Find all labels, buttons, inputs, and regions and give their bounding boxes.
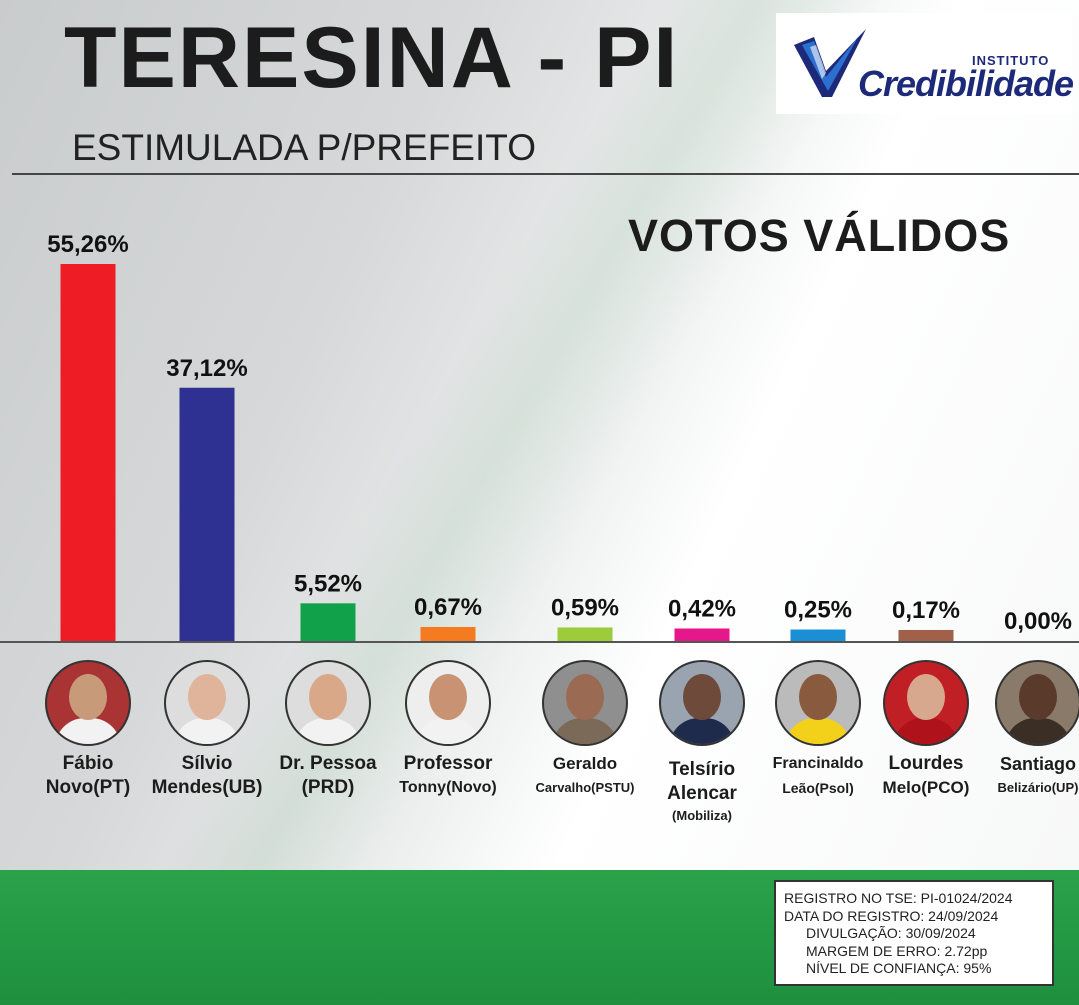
chart-title: VOTOS VÁLIDOS [628,210,1011,261]
candidate-item: Telsírio Alencar (Mobiliza) [638,660,766,823]
bar-value-label: 0,59% [551,594,619,621]
candidate-photo [164,660,250,746]
candidate-last-name: Carvalho(PSTU) [535,780,635,795]
candidate-first-name: Dr. Pessoa [279,753,377,774]
candidate-first-name: Geraldo [552,754,618,773]
candidate-last-name: Alencar [667,783,737,804]
photo-head [566,674,604,720]
candidate-item: Lourdes Melo(PCO) [862,660,990,800]
candidate-first-name: Lourdes [888,753,964,774]
candidate-last-name: Belizário(UP) [997,780,1079,795]
bar-chart: 55,26% 37,12% 5,52% 0,67% 0,59% 0,42% 0,25% 0,1… [47,231,1072,641]
bar-8 [898,629,954,641]
candidate-photo [285,660,371,746]
photo-head [309,674,347,720]
photo-head [1019,674,1057,720]
confidence-level-line: NÍVEL DE CONFIANÇA: 95% [806,960,992,976]
bar-4 [420,626,476,641]
candidate-item: Sílvio Mendes(UB) [143,660,271,800]
candidate-photo [775,660,861,746]
bar-value-label: 0,17% [892,597,960,624]
bar-value-label: 55,26% [47,231,128,258]
bar-value-label: 37,12% [166,355,247,382]
photo-head [799,674,837,720]
bar-value-label: 0,67% [414,594,482,621]
photo-body [55,718,121,744]
bar-value-label: 0,25% [784,597,852,624]
photo-head [683,674,721,720]
registration-date-line: DATA DO REGISTRO: 24/09/2024 [784,907,999,924]
margin-of-error-line: MARGEM DE ERRO: 2.72pp [806,942,988,959]
photo-head [69,674,107,720]
page-subtitle: ESTIMULADA P/PREFEITO [72,127,536,168]
photo-body [552,718,618,744]
photo-body [415,718,481,744]
checkmark-icon [794,29,866,97]
candidate-party: (Mobiliza) [672,808,732,823]
photo-head [907,674,945,720]
header-divider [12,173,1079,175]
registration-box: REGISTRO NO TSE: PI-01024/2024 DATA DO R… [774,880,1054,986]
candidate-item: Fábio Novo(PT) [24,660,152,800]
candidate-last-name: (PRD) [301,777,355,798]
photo-body [1005,718,1071,744]
candidate-first-name: Fábio [62,753,114,774]
photo-body [295,718,361,744]
bar-7 [790,629,846,641]
photo-body [785,718,851,744]
logo-brand-text: Credibilidade [858,63,1074,104]
bar-value-label: 0,42% [668,595,736,622]
candidate-last-name: Novo(PT) [45,777,131,798]
logo-small-text: INSTITUTO [972,53,1050,68]
photo-body [669,718,735,744]
chart-baseline [0,641,1079,643]
candidate-first-name: Francinaldo [772,755,864,772]
candidate-photo [883,660,969,746]
photo-body [174,718,240,744]
candidate-item: Santiago Belizário(UP) [974,660,1079,800]
bar-5 [557,627,613,641]
candidate-first-name: Telsírio [668,759,736,780]
bar-value-label: 0,00% [1004,608,1072,635]
photo-head [188,674,226,720]
photo-head [429,674,467,720]
candidate-last-name: Mendes(UB) [151,777,263,798]
candidate-last-name: Tonny(Novo) [399,779,497,796]
bar-1 [60,264,116,641]
institute-logo: INSTITUTO Credibilidade [776,13,1074,114]
candidate-photo [45,660,131,746]
publication-date-line: DIVULGAÇÃO: 30/09/2024 [806,925,976,941]
candidate-photo [995,660,1079,746]
candidate-photo [542,660,628,746]
registration-line: REGISTRO NO TSE: PI-01024/2024 [784,890,1013,906]
candidate-item: Geraldo Carvalho(PSTU) [521,660,649,800]
bar-2 [179,387,235,641]
bar-3 [300,603,356,641]
candidate-item: Professor Tonny(Novo) [384,660,512,800]
bar-6 [674,628,730,641]
candidate-item: Dr. Pessoa (PRD) [264,660,392,800]
candidate-last-name: Melo(PCO) [882,778,970,797]
candidate-first-name: Santiago [999,754,1076,774]
page-title: TERESINA - PI [64,10,680,106]
candidate-first-name: Professor [403,753,493,774]
bar-value-label: 5,52% [294,570,362,597]
candidate-photo [405,660,491,746]
photo-body [893,718,959,744]
candidate-first-name: Sílvio [181,753,233,774]
candidate-last-name: Leão(Psol) [782,780,854,796]
candidate-photo [659,660,745,746]
candidate-item: Francinaldo Leão(Psol) [754,660,882,800]
